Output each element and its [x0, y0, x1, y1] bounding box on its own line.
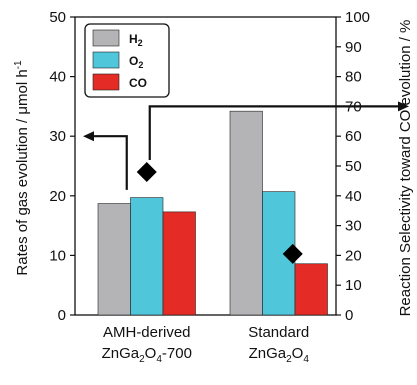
legend-swatch [92, 73, 120, 91]
y-tick-label: 40 [49, 69, 66, 86]
bar [229, 110, 263, 316]
bar [97, 203, 131, 316]
bar [162, 211, 196, 316]
axes [70, 16, 341, 316]
legend-label: H2 [129, 32, 143, 48]
category-formula: ZnGa2O4-700 [102, 345, 192, 365]
y-tick-label: 30 [49, 128, 66, 145]
arrows [83, 101, 409, 190]
category-formula: ZnGa2O4 [249, 345, 310, 365]
selectivity-marker [136, 161, 157, 182]
y2-tick-label: 0 [345, 307, 353, 324]
y2-tick-label: 30 [345, 218, 362, 235]
legend-swatch [92, 51, 120, 69]
legend-swatch [92, 29, 120, 47]
legend-label: O2 [129, 54, 143, 70]
bar [130, 197, 164, 316]
bars [97, 110, 328, 316]
category-labels: AMH-derived ZnGa2O4-700 Standard ZnGa2O4 [102, 324, 310, 365]
y-tick-label: 10 [49, 247, 66, 264]
y2-tick-label: 80 [345, 69, 362, 86]
arrow-right-head [398, 101, 409, 112]
y2-axis-title: Reaction Selectivity toward CO evolution… [397, 20, 414, 317]
y-axis-title: Rates of gas evolution / μmol h-1 [13, 60, 31, 276]
y2-tick-label: 60 [345, 128, 362, 145]
y2-tick-label: 90 [345, 39, 362, 56]
tick-labels: 0 10 20 30 40 50 0 10 20 30 40 50 60 70 80 90 100 [49, 9, 370, 324]
category-label: AMH-derived [103, 324, 191, 341]
legend-label: CO [129, 76, 147, 90]
legend: H2 O2 CO [84, 23, 170, 98]
arrow-right [148, 105, 398, 161]
y2-tick-label: 50 [345, 158, 362, 175]
arrow-left-head [83, 131, 94, 142]
selectivity-markers [136, 161, 303, 264]
category-label: Standard [248, 324, 309, 341]
y-tick-label: 50 [49, 9, 66, 26]
y2-tick-label: 100 [345, 9, 370, 26]
y2-tick-label: 20 [345, 247, 362, 264]
bar [294, 263, 328, 316]
y2-tick-label: 70 [345, 98, 362, 115]
y-tick-label: 20 [49, 188, 66, 205]
arrow-left [94, 135, 128, 190]
y-tick-label: 0 [58, 307, 66, 324]
y2-tick-label: 40 [345, 188, 362, 205]
y2-tick-label: 10 [345, 277, 362, 294]
selectivity-marker [282, 243, 303, 264]
